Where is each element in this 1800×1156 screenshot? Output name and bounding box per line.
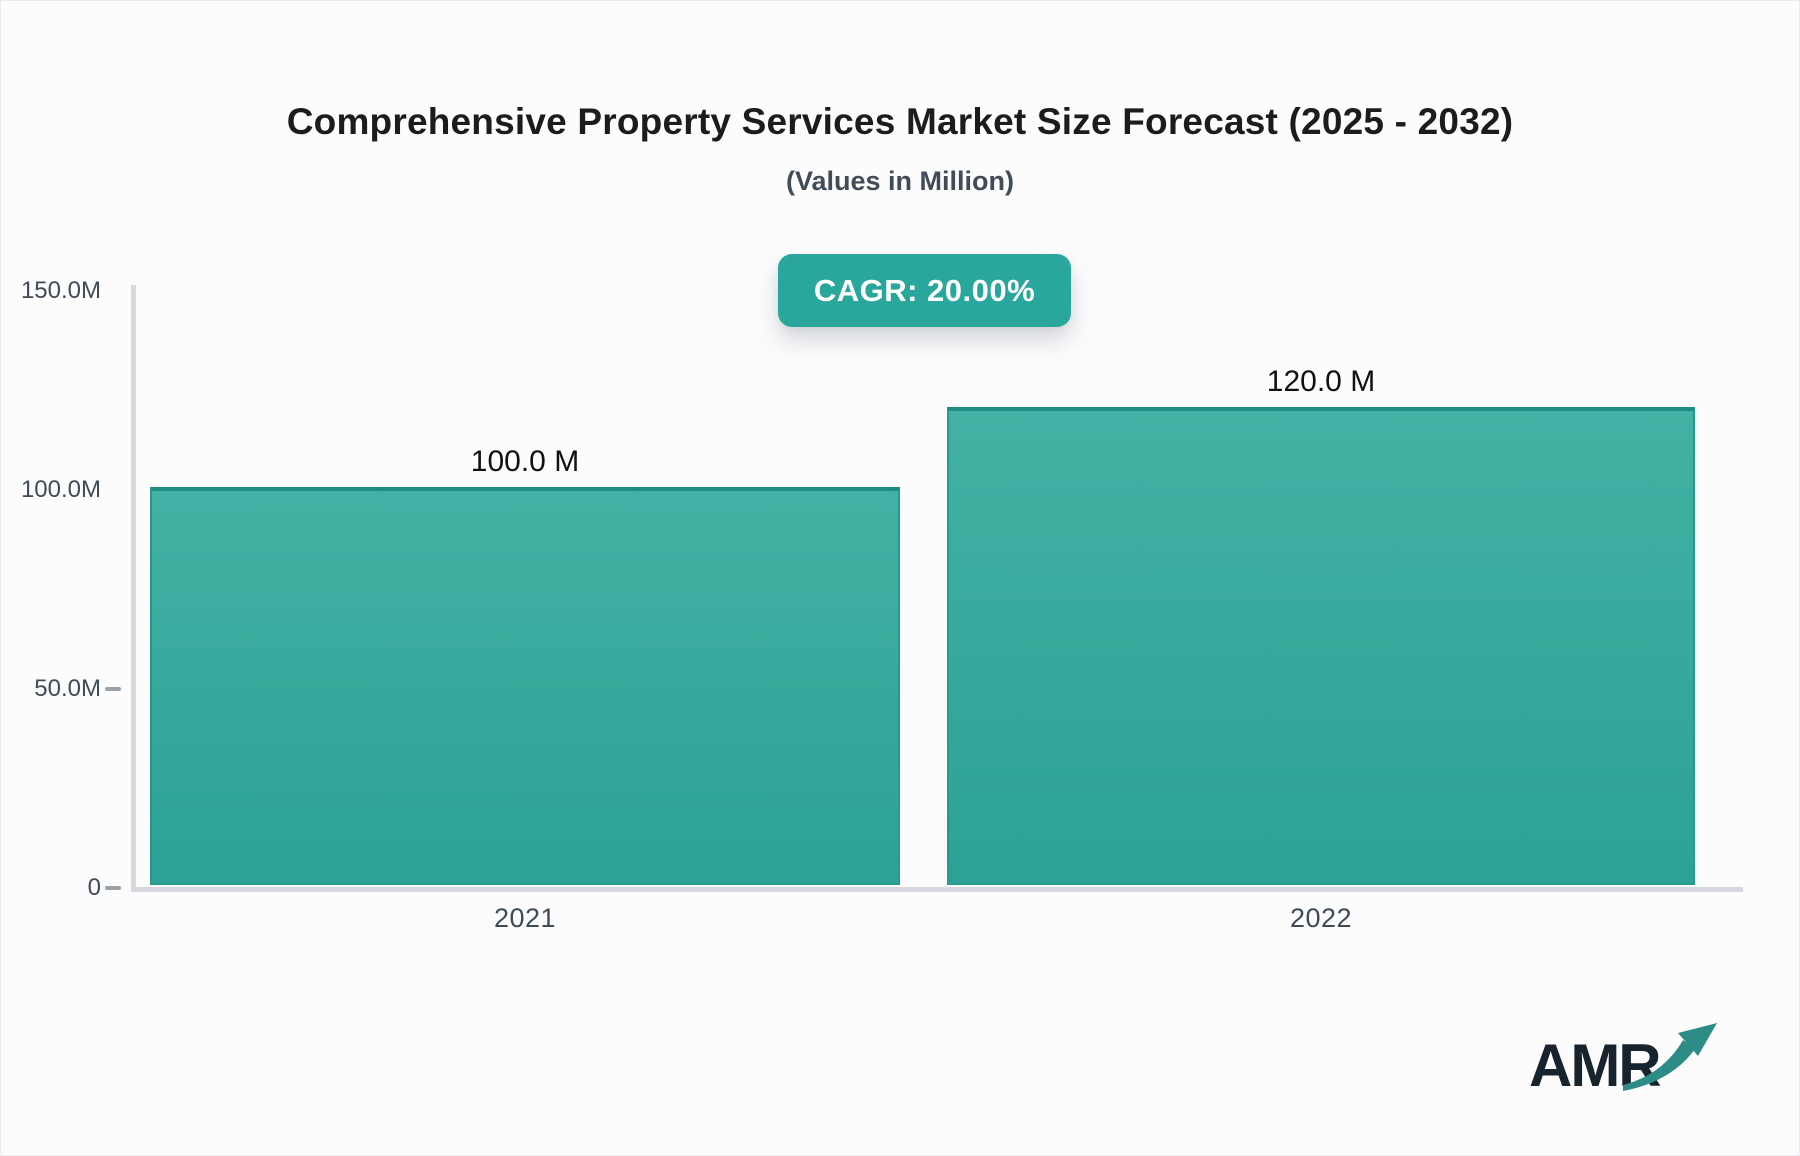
amr-logo: AMR xyxy=(1529,1023,1729,1121)
bar-value-label: 100.0 M xyxy=(470,445,580,478)
y-axis-line xyxy=(131,285,136,892)
chart-title: Comprehensive Property Services Market S… xyxy=(286,101,1514,142)
x-axis-label: 2021 xyxy=(493,903,557,933)
x-axis-line xyxy=(131,887,1743,892)
cagr-badge: CAGR: 20.00% xyxy=(778,254,1071,327)
x-axis-label: 2022 xyxy=(1289,903,1353,933)
y-tick-label: 0 xyxy=(87,874,101,901)
y-tick-dash xyxy=(105,886,121,890)
growth-arrow-icon xyxy=(1623,1023,1717,1091)
y-tick-label: 100.0M xyxy=(20,476,101,503)
bar-2022 xyxy=(947,407,1695,885)
bar-value-label: 120.0 M xyxy=(1266,365,1376,398)
amr-logo-text: AMR xyxy=(1529,1032,1662,1099)
y-tick-dash xyxy=(105,687,121,691)
chart-subtitle: (Values in Million) xyxy=(785,166,1015,196)
y-tick-label: 150.0M xyxy=(20,277,101,304)
y-tick-label: 50.0M xyxy=(34,675,101,702)
bar-2021 xyxy=(150,487,900,885)
